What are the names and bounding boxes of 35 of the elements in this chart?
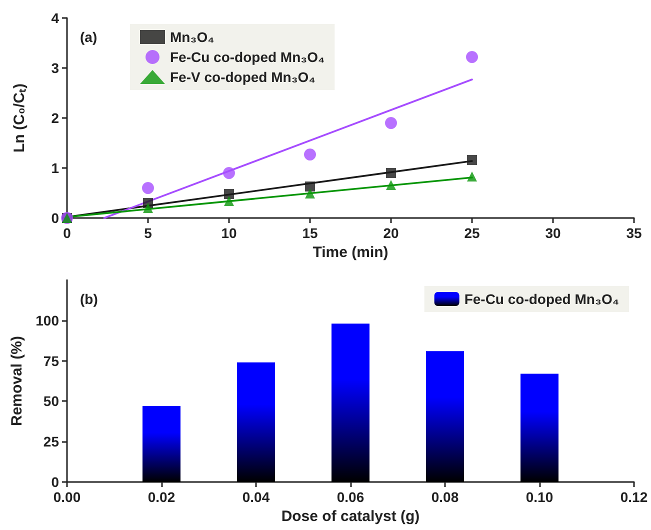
x-tick-label: 20 (383, 225, 399, 241)
legend-label: Mn₃O₄ (170, 29, 214, 45)
y-tick-label: 3 (51, 60, 60, 76)
x-tick-label: 0.00 (53, 489, 81, 505)
y-tick-label: 25 (43, 434, 60, 450)
legend-label: Fe-V co-doped Mn₃O₄ (170, 69, 316, 85)
x-tick-label: 0.04 (242, 489, 270, 505)
y-tick-label: 50 (43, 393, 60, 410)
x-axis-title: Time (min) (312, 244, 388, 261)
legend-label: Fe-Cu co-doped Mn₃O₄ (170, 49, 325, 65)
x-tick-label: 25 (464, 225, 480, 241)
x-tick-label: 0.02 (148, 489, 176, 505)
y-tick-label: 1 (51, 160, 60, 176)
x-tick-label: 35 (626, 225, 642, 241)
x-tick-label: 0.12 (620, 489, 648, 505)
x-axis-title: Dose of catalyst (g) (281, 508, 420, 525)
x-tick-label: 0.10 (526, 489, 554, 505)
x-tick-label: 5 (144, 225, 152, 241)
x-tick-label: 30 (545, 225, 561, 241)
y-tick-label: 0 (51, 474, 60, 490)
y-tick-label: 4 (51, 10, 60, 26)
y-tick-label: 0 (51, 210, 60, 226)
x-tick-label: 15 (302, 225, 318, 241)
x-tick-label: 0.06 (336, 489, 364, 505)
x-tick-label: 0.08 (431, 489, 459, 505)
y-tick-label: 75 (43, 352, 60, 369)
x-tick-label: 10 (221, 225, 237, 241)
annotation: (a) (80, 29, 98, 45)
y-axis-title: Ln (C₀/Cₜ) (11, 83, 28, 153)
y-axis-title: Removal (%) (8, 336, 26, 426)
y-tick-label: 100 (36, 312, 60, 328)
x-tick-label: 0 (63, 225, 72, 241)
annotation: (b) (80, 291, 98, 307)
y-tick-label: 2 (51, 110, 60, 126)
legend-label: Fe-Cu co-doped Mn₃O₄ (464, 291, 620, 307)
